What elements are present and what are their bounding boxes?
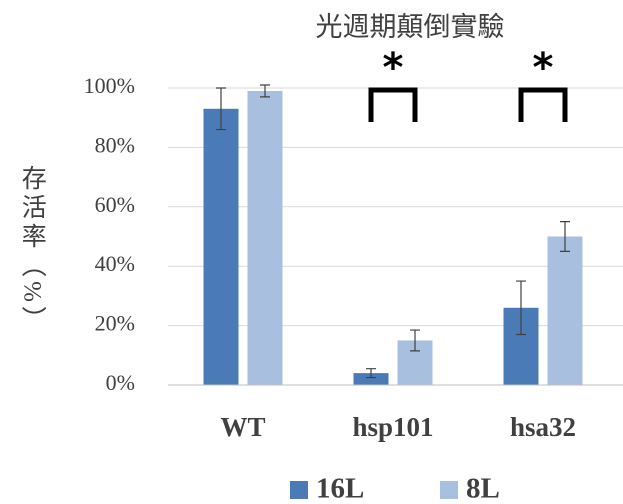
legend-label: 8L bbox=[466, 473, 500, 504]
legend-label: 16L bbox=[316, 473, 364, 504]
y-tick-label: 60% bbox=[95, 192, 135, 217]
significance-star: * bbox=[383, 45, 404, 91]
legend-swatch bbox=[290, 481, 308, 499]
x-tick-label: hsa32 bbox=[510, 412, 576, 442]
y-axis-label: 存活率（%） bbox=[18, 165, 47, 335]
significance-bracket bbox=[371, 90, 415, 122]
significance-bracket bbox=[521, 90, 565, 122]
bar bbox=[548, 237, 583, 386]
y-tick-label: 0% bbox=[106, 370, 135, 395]
bar bbox=[204, 109, 239, 385]
chart-title: 光週期顛倒實驗 bbox=[316, 12, 505, 42]
legend-swatch bbox=[440, 481, 458, 499]
y-tick-label: 100% bbox=[84, 73, 135, 98]
y-tick-label: 20% bbox=[95, 311, 135, 336]
significance-star: * bbox=[533, 45, 554, 91]
bar bbox=[248, 91, 283, 385]
chart: 光週期顛倒實驗 存活率（%） 0% 20% 40% 60% 80% 100% WT hsp10… bbox=[0, 0, 623, 504]
x-tick-label: WT bbox=[220, 412, 265, 442]
x-tick-label: hsp101 bbox=[352, 412, 433, 442]
y-tick-label: 80% bbox=[95, 132, 135, 157]
y-tick-label: 40% bbox=[95, 251, 135, 276]
